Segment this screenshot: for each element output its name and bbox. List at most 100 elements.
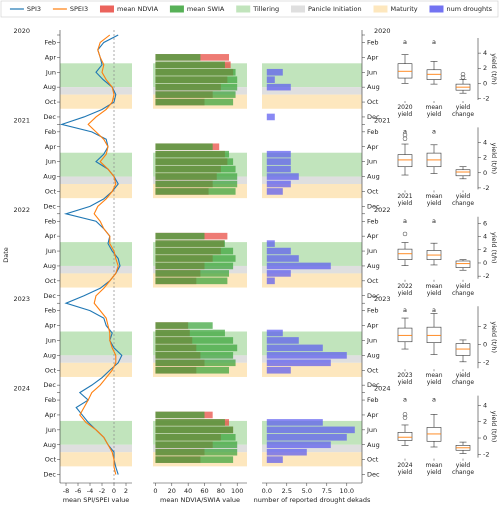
x-tick-label: mean yield — [425, 282, 443, 297]
x-tick-label: 20 — [168, 487, 176, 495]
legend-label: Maturity — [390, 5, 417, 13]
stage-band — [262, 452, 362, 467]
bar — [266, 150, 291, 158]
y-tick-label: Aug — [43, 83, 56, 91]
y-tick-label: 4 — [483, 139, 487, 147]
bar — [155, 150, 230, 158]
bar — [266, 247, 291, 255]
box — [397, 327, 413, 343]
y-tick-label: 2021 — [13, 116, 30, 124]
box — [426, 326, 442, 343]
x-tick-label: mean yield — [425, 104, 443, 118]
stage-band — [153, 444, 247, 453]
x-tick-label: 0 — [153, 487, 157, 495]
outlier — [402, 415, 408, 420]
y-tick-label: -2 — [483, 450, 489, 458]
y-tick-label: 2022 — [13, 206, 30, 214]
x-tick-label: 2024 yield — [397, 461, 413, 476]
x-tick-label: 80 — [217, 487, 225, 495]
legend-label: num droughts — [446, 5, 492, 13]
y-tick-label: Aug — [367, 351, 380, 359]
bar — [266, 337, 299, 344]
y-tick-label: 6 — [483, 219, 487, 227]
stage-band — [60, 265, 132, 274]
x-axis-label: mean SPI/SPEI value — [63, 496, 130, 504]
bar — [155, 158, 234, 165]
stage-band — [60, 94, 132, 109]
box — [455, 260, 471, 268]
y-tick-label: 4 — [483, 49, 487, 57]
y-tick-label: Dec — [43, 113, 56, 121]
bar — [266, 83, 291, 91]
outlier — [402, 136, 408, 141]
y-tick-label: Apr — [45, 411, 57, 419]
y-tick-label: Apr — [45, 143, 57, 151]
annotation: a — [432, 127, 436, 135]
y-tick-label: Dec — [43, 202, 56, 210]
y-tick-label: Apr — [367, 322, 379, 330]
y-tick-label: Jun — [45, 158, 56, 166]
y-tick-label: Feb — [44, 307, 56, 315]
legend: SPI3 SPEI3 mean NDVIA mean SWIA Tillering Pan… — [9, 5, 493, 13]
y-tick-label: Dec — [367, 381, 380, 389]
y-tick-label: 0 — [483, 434, 487, 442]
stage-band — [60, 444, 132, 453]
bar — [266, 240, 275, 247]
stage-band — [60, 362, 132, 377]
bar — [155, 448, 238, 456]
bar — [266, 456, 283, 463]
bar — [155, 419, 225, 426]
bar — [266, 262, 331, 270]
x-tick-label: -4 — [87, 487, 93, 495]
line-series — [79, 34, 119, 475]
stage-band — [262, 176, 362, 184]
bar — [155, 441, 238, 449]
outlier — [402, 231, 408, 237]
stage-band — [60, 273, 132, 288]
y-tick-label: Feb — [367, 217, 379, 225]
bar — [266, 426, 355, 434]
y-tick-label: 2020 — [374, 27, 391, 35]
y-tick-label: Apr — [45, 322, 57, 330]
stage-band — [60, 420, 132, 445]
y-tick-label: Feb — [44, 396, 56, 404]
bar — [266, 419, 323, 426]
box — [397, 432, 413, 441]
bar — [266, 165, 291, 173]
stage-band — [60, 452, 132, 467]
bar — [155, 68, 236, 76]
x-axis-label: number of reported drought dekads — [254, 496, 371, 504]
bar — [155, 165, 236, 173]
stage-band — [262, 444, 362, 453]
y-tick-label: Apr — [367, 53, 379, 61]
y-tick-label: 0 — [483, 79, 487, 87]
bar — [155, 344, 238, 352]
bar — [155, 180, 238, 188]
box — [455, 169, 471, 177]
y-tick-label: 4 — [483, 401, 487, 409]
legend-swatch — [99, 5, 114, 13]
bar — [155, 337, 234, 344]
y-tick-label: Oct — [367, 277, 379, 285]
annotation: a — [432, 306, 436, 314]
x-axis-label: mean NDVIA/SWIA value — [160, 496, 240, 504]
bar — [155, 270, 230, 277]
bar — [266, 277, 275, 285]
y-tick-label: 2024 — [13, 385, 30, 393]
x-tick-label: yield change — [451, 104, 475, 118]
stage-band — [262, 184, 362, 199]
y-tick-label: 2 — [483, 322, 487, 330]
y-axis-label: yield (t/h) — [490, 411, 498, 443]
y-tick-label: 2021 — [374, 116, 391, 124]
bar — [155, 456, 234, 463]
x-tick-label: -8 — [63, 487, 69, 495]
y-tick-label: -2 — [483, 94, 489, 102]
x-tick-label: 0 — [112, 487, 116, 495]
stage-band — [262, 87, 362, 95]
y-tick-label: Jun — [366, 247, 377, 255]
y-tick-label: -2 — [483, 272, 489, 280]
legend-swatch — [169, 5, 184, 13]
x-tick-label: mean yield — [425, 372, 443, 387]
stage-band — [262, 63, 362, 88]
y-tick-label: 0 — [483, 259, 487, 267]
